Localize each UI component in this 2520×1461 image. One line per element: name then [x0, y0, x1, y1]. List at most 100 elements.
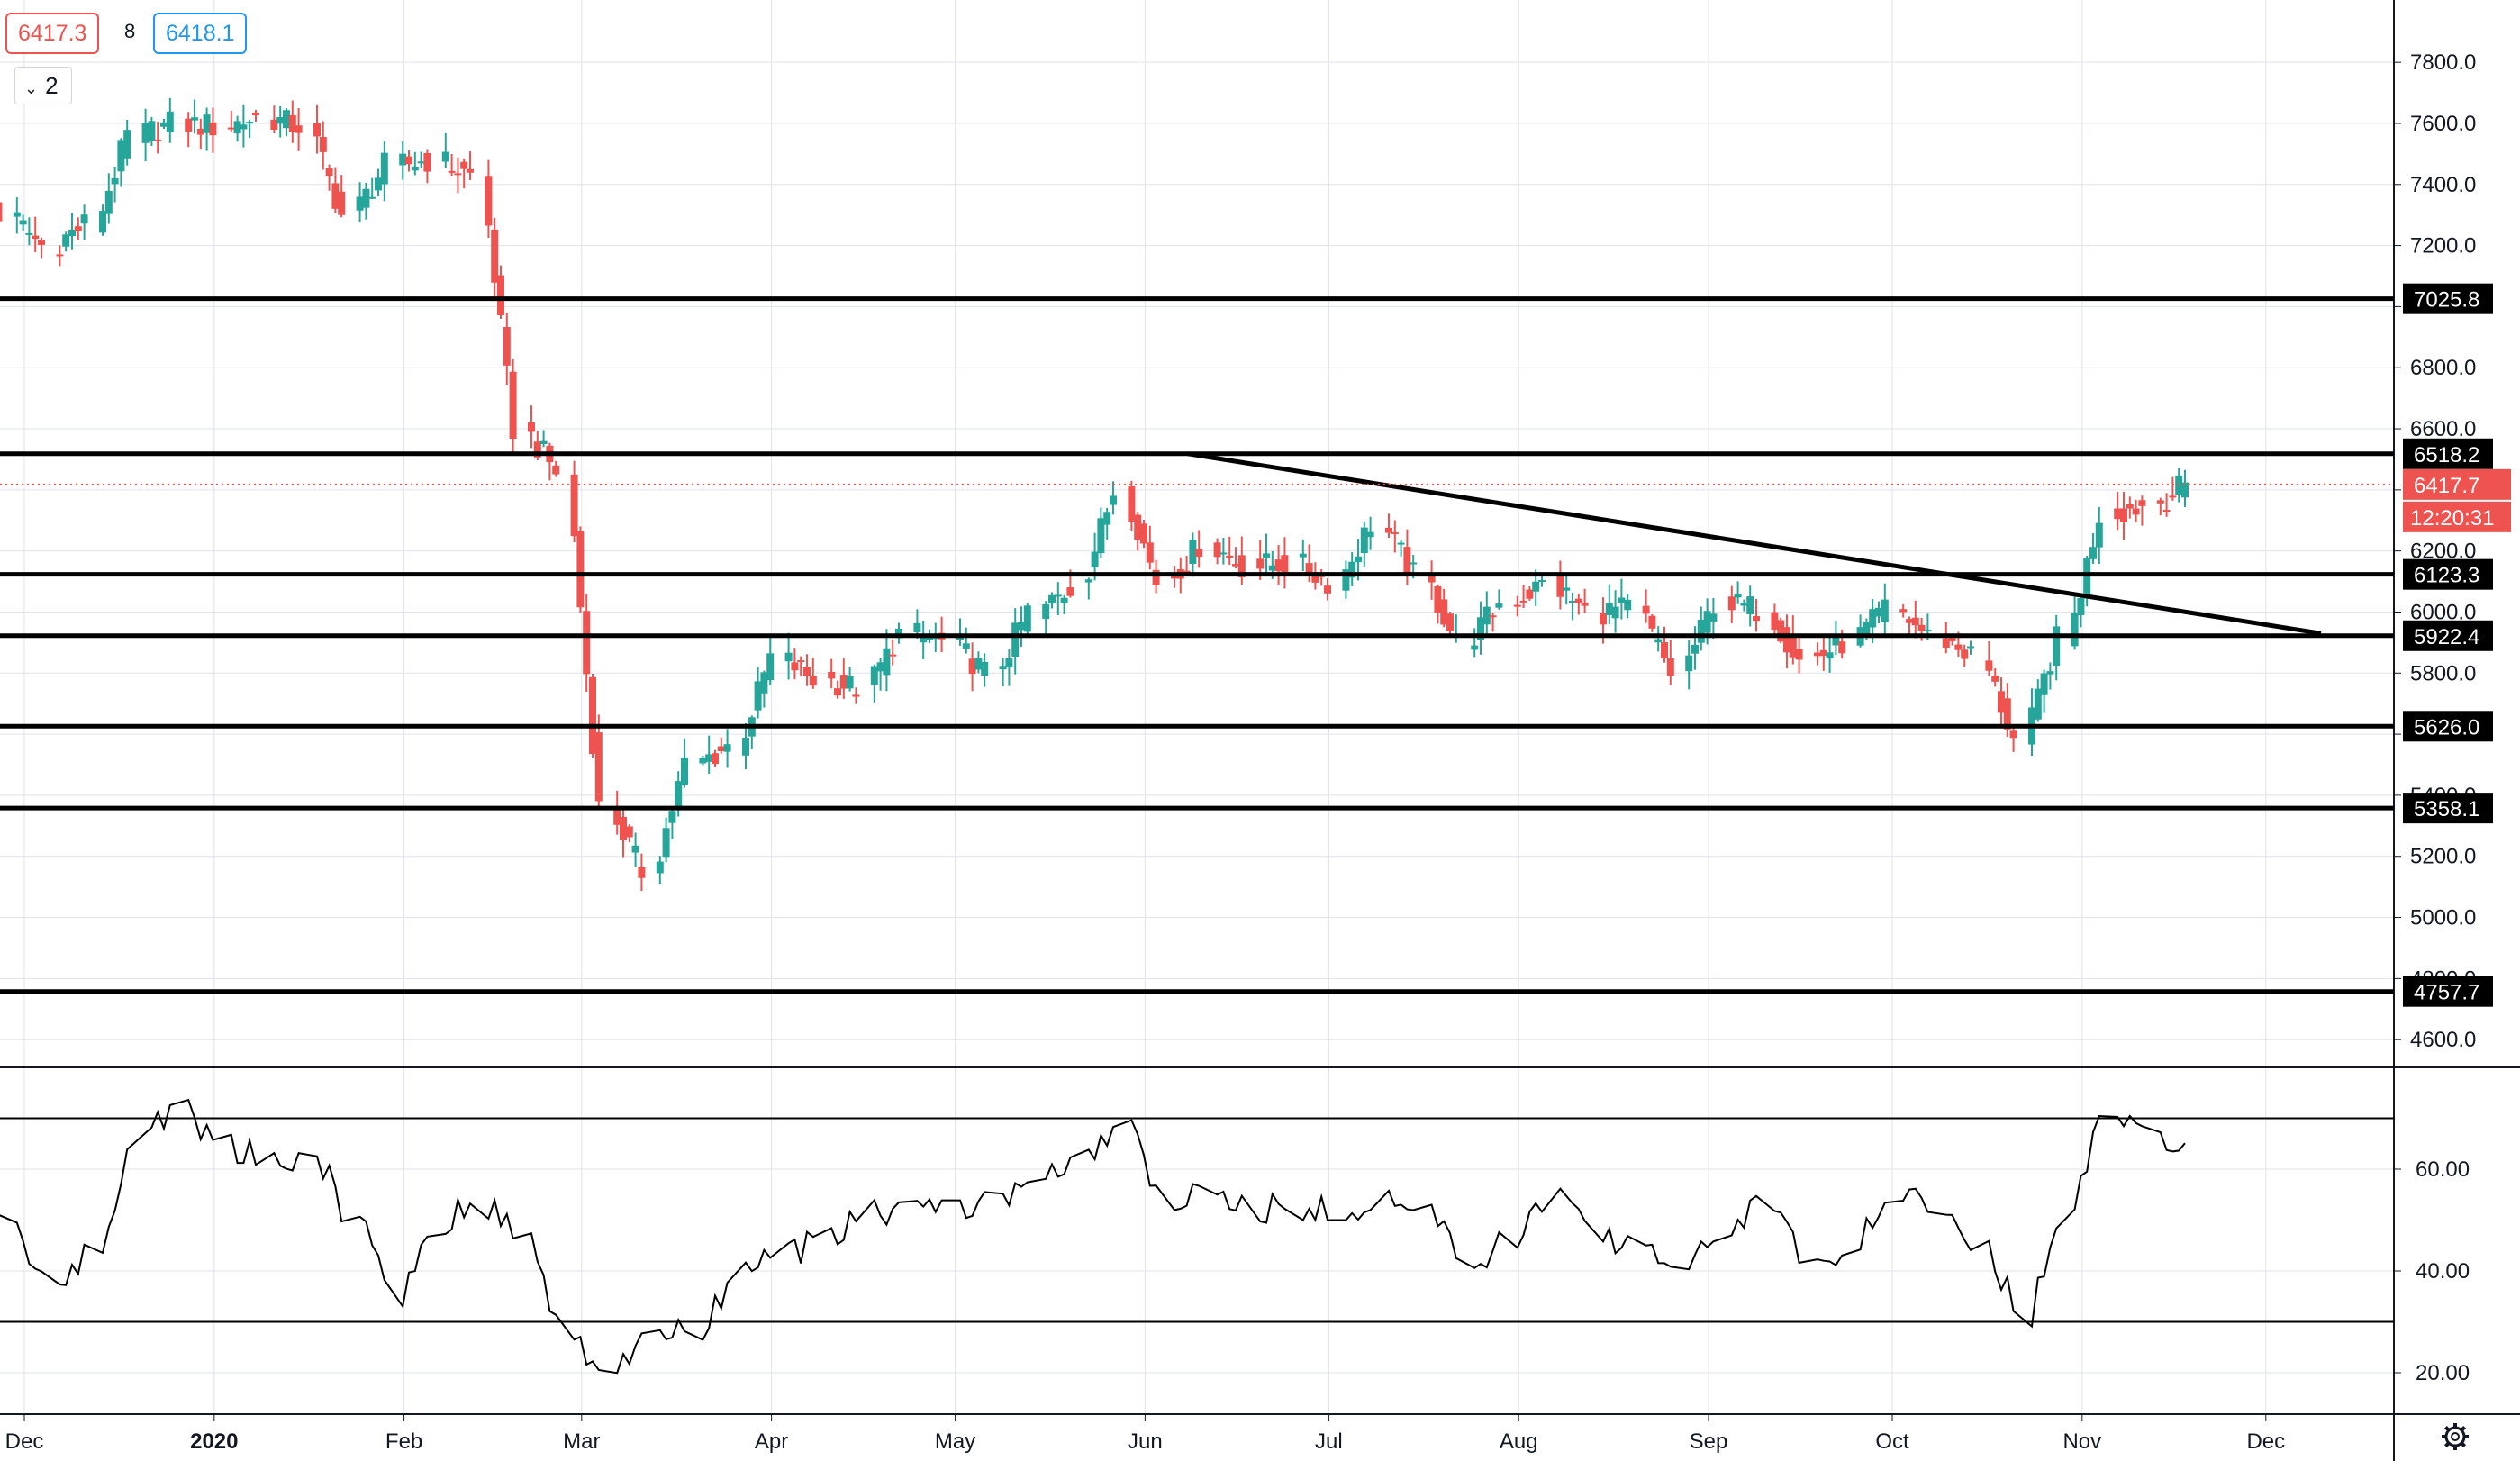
candle-body	[295, 125, 303, 133]
level-price-label-bg	[2403, 976, 2493, 1007]
candle-body	[828, 671, 836, 679]
spread-value: 8	[124, 20, 136, 42]
candle-body	[203, 114, 211, 133]
candle-body	[1863, 622, 1871, 634]
level-price-label-bg	[2403, 438, 2493, 469]
candle-body	[962, 643, 970, 649]
candle-body	[883, 648, 891, 676]
candle-body	[1740, 603, 1748, 606]
candle-body	[209, 122, 217, 136]
candle-body	[2003, 698, 2011, 730]
candle-body	[62, 234, 70, 247]
candle-body	[852, 694, 860, 697]
candle-body	[497, 275, 504, 316]
candle-body	[1023, 605, 1031, 632]
candle-body	[240, 124, 248, 130]
candle-body	[1482, 606, 1491, 625]
candle-body	[1691, 644, 1699, 654]
candle-body	[1924, 630, 1932, 632]
candle-body	[1134, 514, 1142, 540]
candle-body	[399, 153, 407, 166]
candle-body	[313, 123, 321, 137]
candle-body	[662, 828, 670, 858]
candle-body	[1183, 570, 1191, 573]
time-axis-label: 2020	[190, 1429, 238, 1454]
candle-body	[1189, 539, 1197, 565]
countdown-label-bg	[2403, 501, 2511, 532]
candle-body	[712, 753, 719, 765]
candle-body	[148, 121, 156, 141]
candle-body	[1355, 556, 1362, 563]
candle-body	[375, 177, 382, 191]
indicator-collapse-button[interactable]: ⌄ 2	[14, 67, 72, 104]
candle-body	[1397, 542, 1405, 545]
time-axis-label: Nov	[2062, 1429, 2101, 1454]
candle-body	[1495, 603, 1503, 608]
oscillator-axis-label: 60.00	[2416, 1157, 2470, 1182]
candle-body	[252, 112, 259, 116]
candle-body	[1777, 620, 1785, 642]
candle-body	[338, 191, 346, 215]
candle-body	[1410, 562, 1418, 565]
candle-body	[411, 166, 419, 171]
candle-body	[1519, 600, 1527, 603]
candle-body	[1789, 634, 1797, 658]
candle-body	[1709, 613, 1718, 622]
candle-body	[1942, 638, 1950, 649]
candle-body	[552, 465, 560, 475]
candle-body	[485, 176, 493, 226]
candle-body	[276, 117, 285, 124]
candle-body	[368, 196, 376, 199]
candle-body	[1819, 649, 1827, 657]
last-price-label-bg	[2403, 468, 2511, 500]
candle-body	[325, 168, 333, 177]
candle-body	[356, 196, 364, 211]
candle-body	[675, 781, 683, 808]
candle-body	[1911, 617, 1919, 626]
candle-body	[631, 845, 639, 853]
price-axis-label: 5200.0	[2410, 845, 2476, 869]
candle-body	[1348, 561, 1356, 578]
candle-body	[1661, 642, 1668, 658]
candle-body	[460, 161, 468, 169]
gear-hub	[2451, 1432, 2460, 1441]
candle-body	[589, 676, 596, 754]
candle-body	[656, 861, 664, 874]
candle-body	[1103, 512, 1111, 525]
candle-body	[981, 662, 989, 676]
candle-body	[380, 152, 388, 185]
candle-body	[19, 220, 27, 225]
price-axis-label: 7200.0	[2410, 234, 2476, 259]
level-price-label: 4757.7	[2414, 981, 2479, 1005]
candle-body	[1195, 549, 1203, 558]
price-axis-label: 5800.0	[2410, 661, 2476, 685]
candle-body	[160, 122, 168, 127]
candle-body	[2156, 500, 2164, 504]
candle-body	[1263, 553, 1270, 558]
candle-body	[1618, 597, 1626, 603]
candle-body	[1771, 612, 1779, 630]
candle-body	[723, 744, 731, 752]
price-axis-label: 6800.0	[2410, 356, 2476, 380]
candle-body	[1734, 594, 1742, 598]
candle-body	[1881, 599, 1889, 622]
candle-body	[705, 754, 713, 762]
price-axis-label: 6600.0	[2410, 417, 2476, 441]
ask-price-badge[interactable]: 6418.1	[153, 13, 248, 54]
candle-body	[117, 140, 125, 172]
candle-body	[1611, 606, 1619, 619]
gear-icon[interactable]	[2442, 1423, 2469, 1450]
candle-body	[0, 202, 3, 222]
candle-body	[227, 127, 235, 130]
candle-body	[283, 110, 290, 129]
candle-body	[1311, 576, 1319, 583]
candle-body	[1048, 594, 1056, 604]
bid-price-badge[interactable]: 6417.3	[5, 13, 100, 54]
candle-body	[1128, 486, 1136, 522]
candle-body	[784, 652, 793, 662]
candle-body	[1648, 615, 1656, 629]
candle-body	[1256, 558, 1265, 569]
candle-body	[754, 681, 762, 711]
